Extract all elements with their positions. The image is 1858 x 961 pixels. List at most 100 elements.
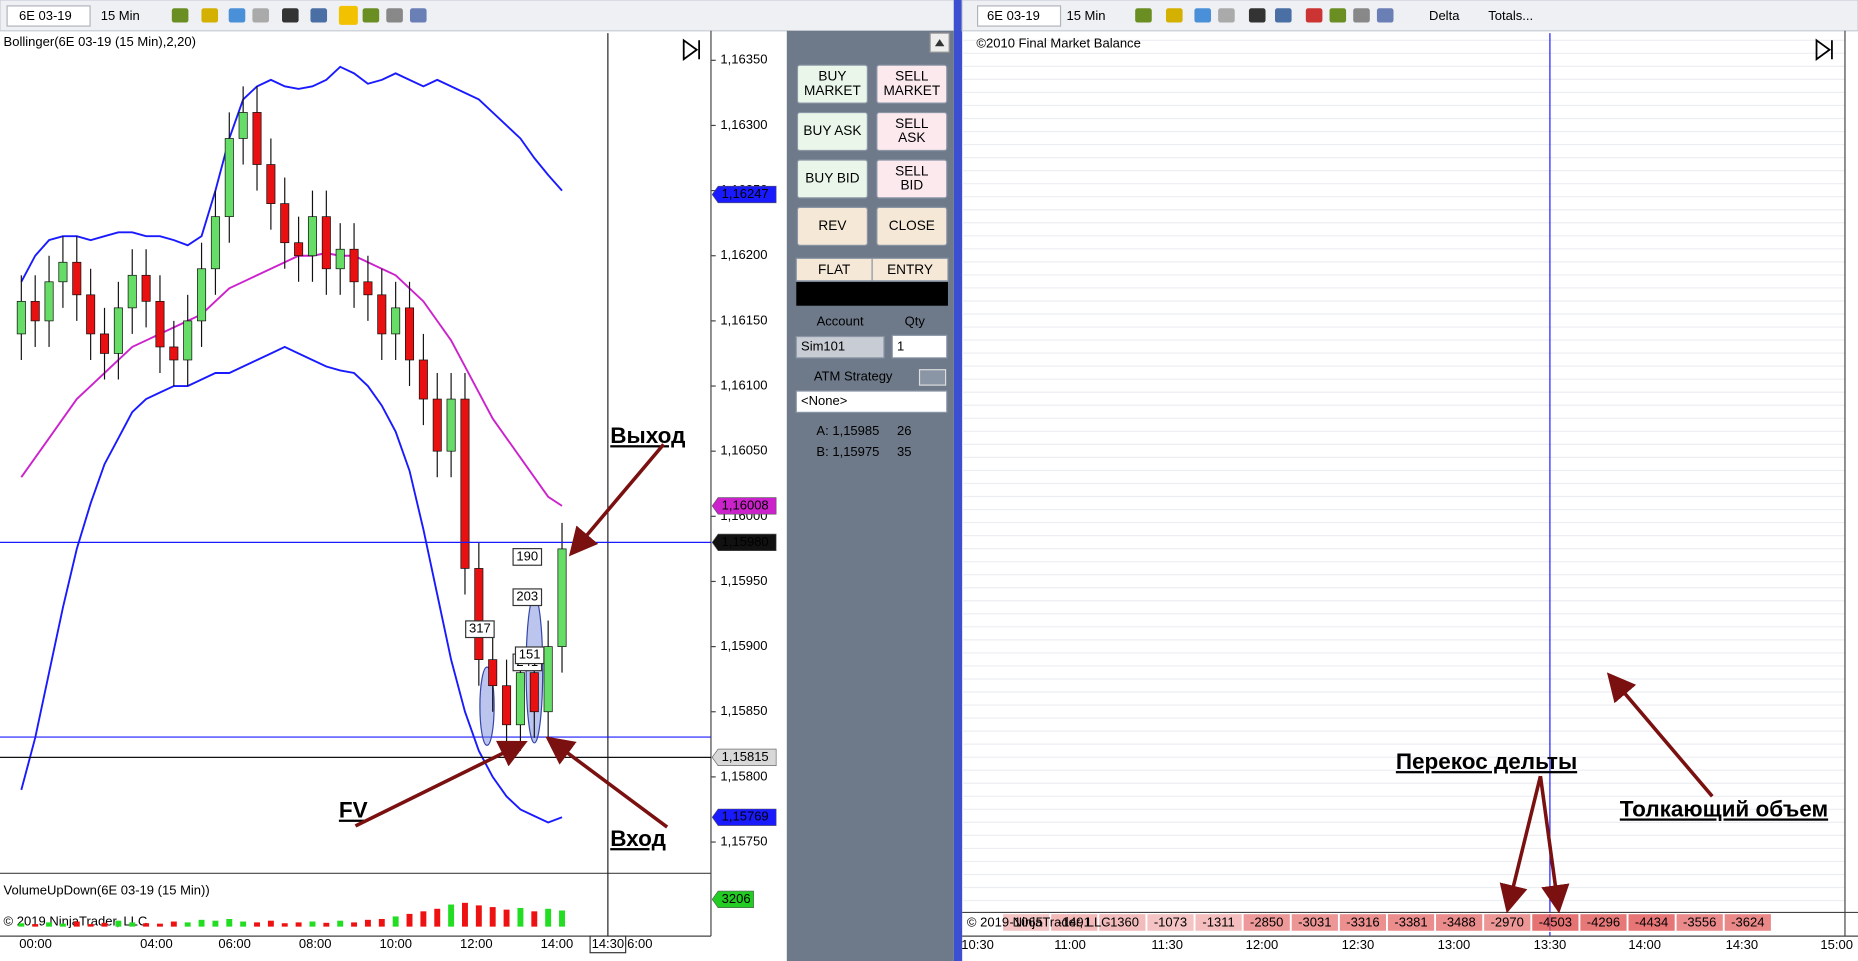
volume-bar <box>545 908 552 927</box>
volume-bar <box>281 923 288 927</box>
price-flag-label: 1,15980 <box>722 534 769 549</box>
order-button[interactable] <box>876 111 948 152</box>
toolbar-icons <box>1135 8 1394 23</box>
delta-label: -3316 <box>1346 915 1379 930</box>
order-button[interactable] <box>796 111 868 152</box>
order-button-label[interactable]: REV <box>818 218 847 233</box>
volume-bar <box>364 919 371 927</box>
icon[interactable] <box>1194 8 1212 23</box>
entry-button[interactable] <box>871 257 949 282</box>
icon[interactable] <box>1218 8 1235 23</box>
icon[interactable] <box>1275 8 1292 23</box>
candle-body <box>294 242 304 257</box>
price-flag <box>711 748 777 766</box>
icon[interactable] <box>282 8 299 23</box>
volume-bar <box>32 924 39 927</box>
icon[interactable] <box>252 8 269 23</box>
toolbar-icons <box>171 5 427 25</box>
scroll-end-icon[interactable] <box>1815 38 1833 61</box>
order-button[interactable] <box>876 159 948 199</box>
order-button-label[interactable]: BUY <box>818 69 846 84</box>
icon[interactable] <box>1248 8 1266 23</box>
order-button-label[interactable]: BUY ASK <box>803 123 861 138</box>
icon[interactable] <box>409 8 427 23</box>
order-button-label[interactable]: SELL <box>895 163 929 178</box>
candle-body <box>405 307 415 361</box>
volume-bar <box>240 921 247 927</box>
mode[interactable]: Delta <box>1429 8 1460 23</box>
annotation: Перекос дельты <box>1396 749 1577 774</box>
account-value[interactable]: Sim101 <box>801 339 845 354</box>
order-button-label[interactable]: BID <box>900 178 923 193</box>
delta-label: -2970 <box>1491 915 1524 930</box>
x-tick-label: 14:30 <box>592 936 625 951</box>
order-button[interactable] <box>876 64 948 104</box>
order-button-label[interactable]: ASK <box>898 130 925 145</box>
candle-body <box>30 300 40 322</box>
pnl-label: PnL <box>859 285 885 300</box>
order-button[interactable] <box>796 64 868 104</box>
volume-bar <box>434 908 441 927</box>
order-button-label[interactable]: MARKET <box>804 83 861 98</box>
order-button-label[interactable]: CLOSE <box>889 218 935 233</box>
price-flag <box>711 808 777 826</box>
instrument[interactable]: 6E 03-19 <box>987 8 1040 23</box>
pnl-bar <box>796 282 948 306</box>
volume-bar <box>46 922 53 927</box>
icon[interactable] <box>1329 8 1347 23</box>
price-flag <box>711 533 777 551</box>
order-button-label[interactable]: SELL <box>895 69 929 84</box>
icon[interactable] <box>1135 8 1152 23</box>
delta-cell <box>1001 913 1051 932</box>
icon[interactable] <box>310 8 328 23</box>
arrows <box>354 443 1714 914</box>
candle-body <box>515 672 525 726</box>
order-button-label[interactable]: MARKET <box>883 83 940 98</box>
order-button[interactable] <box>796 206 868 246</box>
delta-cell <box>1386 913 1436 932</box>
instrument[interactable]: 6E 03-19 <box>19 8 72 23</box>
account-select[interactable] <box>795 335 885 359</box>
icon[interactable] <box>1353 8 1370 23</box>
qty-input[interactable] <box>891 334 948 359</box>
order-button[interactable] <box>796 159 868 199</box>
volume-bar <box>531 911 538 927</box>
entry-label[interactable]: ENTRY <box>887 262 933 277</box>
icon[interactable] <box>228 8 246 23</box>
annotation: Выход <box>610 423 685 448</box>
instrument-box[interactable] <box>976 5 1062 27</box>
x-tick-label: 12:30 <box>1342 937 1375 952</box>
icon[interactable] <box>338 5 358 25</box>
candle-body <box>169 346 179 361</box>
bar-label: 190 <box>516 548 538 563</box>
volume-bar <box>157 923 163 927</box>
atm-value[interactable]: <None> <box>801 393 847 408</box>
candle-body <box>238 112 248 139</box>
icon[interactable] <box>1165 8 1183 23</box>
candle-body <box>280 203 290 244</box>
icon[interactable] <box>386 8 403 23</box>
icon[interactable] <box>1376 8 1394 23</box>
order-button-label[interactable]: SELL <box>895 116 929 131</box>
icon[interactable] <box>362 8 380 23</box>
order-button[interactable] <box>876 206 948 246</box>
delta-label: -4296 <box>1587 915 1620 930</box>
icon[interactable] <box>171 8 189 23</box>
totals[interactable]: Totals... <box>1488 8 1533 23</box>
interval[interactable]: 15 Min <box>1066 8 1105 23</box>
atm-select[interactable] <box>795 390 948 413</box>
scroll-end-icon[interactable] <box>682 38 701 61</box>
order-button-label[interactable]: BUY BID <box>805 171 859 186</box>
qty-value[interactable]: 1 <box>897 339 904 354</box>
flat-label[interactable]: FLAT <box>818 262 850 277</box>
volume-bar <box>143 923 150 927</box>
y-tick-label: 1,15950 <box>720 573 767 588</box>
x-tick-label: 12:00 <box>460 936 493 951</box>
icon[interactable] <box>201 8 219 23</box>
instrument-box[interactable] <box>6 5 91 27</box>
delta-cell <box>1482 913 1532 932</box>
atm-config[interactable] <box>918 369 947 386</box>
interval[interactable]: 15 Min <box>101 8 140 23</box>
icon[interactable] <box>1305 8 1323 23</box>
volume-bar <box>351 922 358 927</box>
